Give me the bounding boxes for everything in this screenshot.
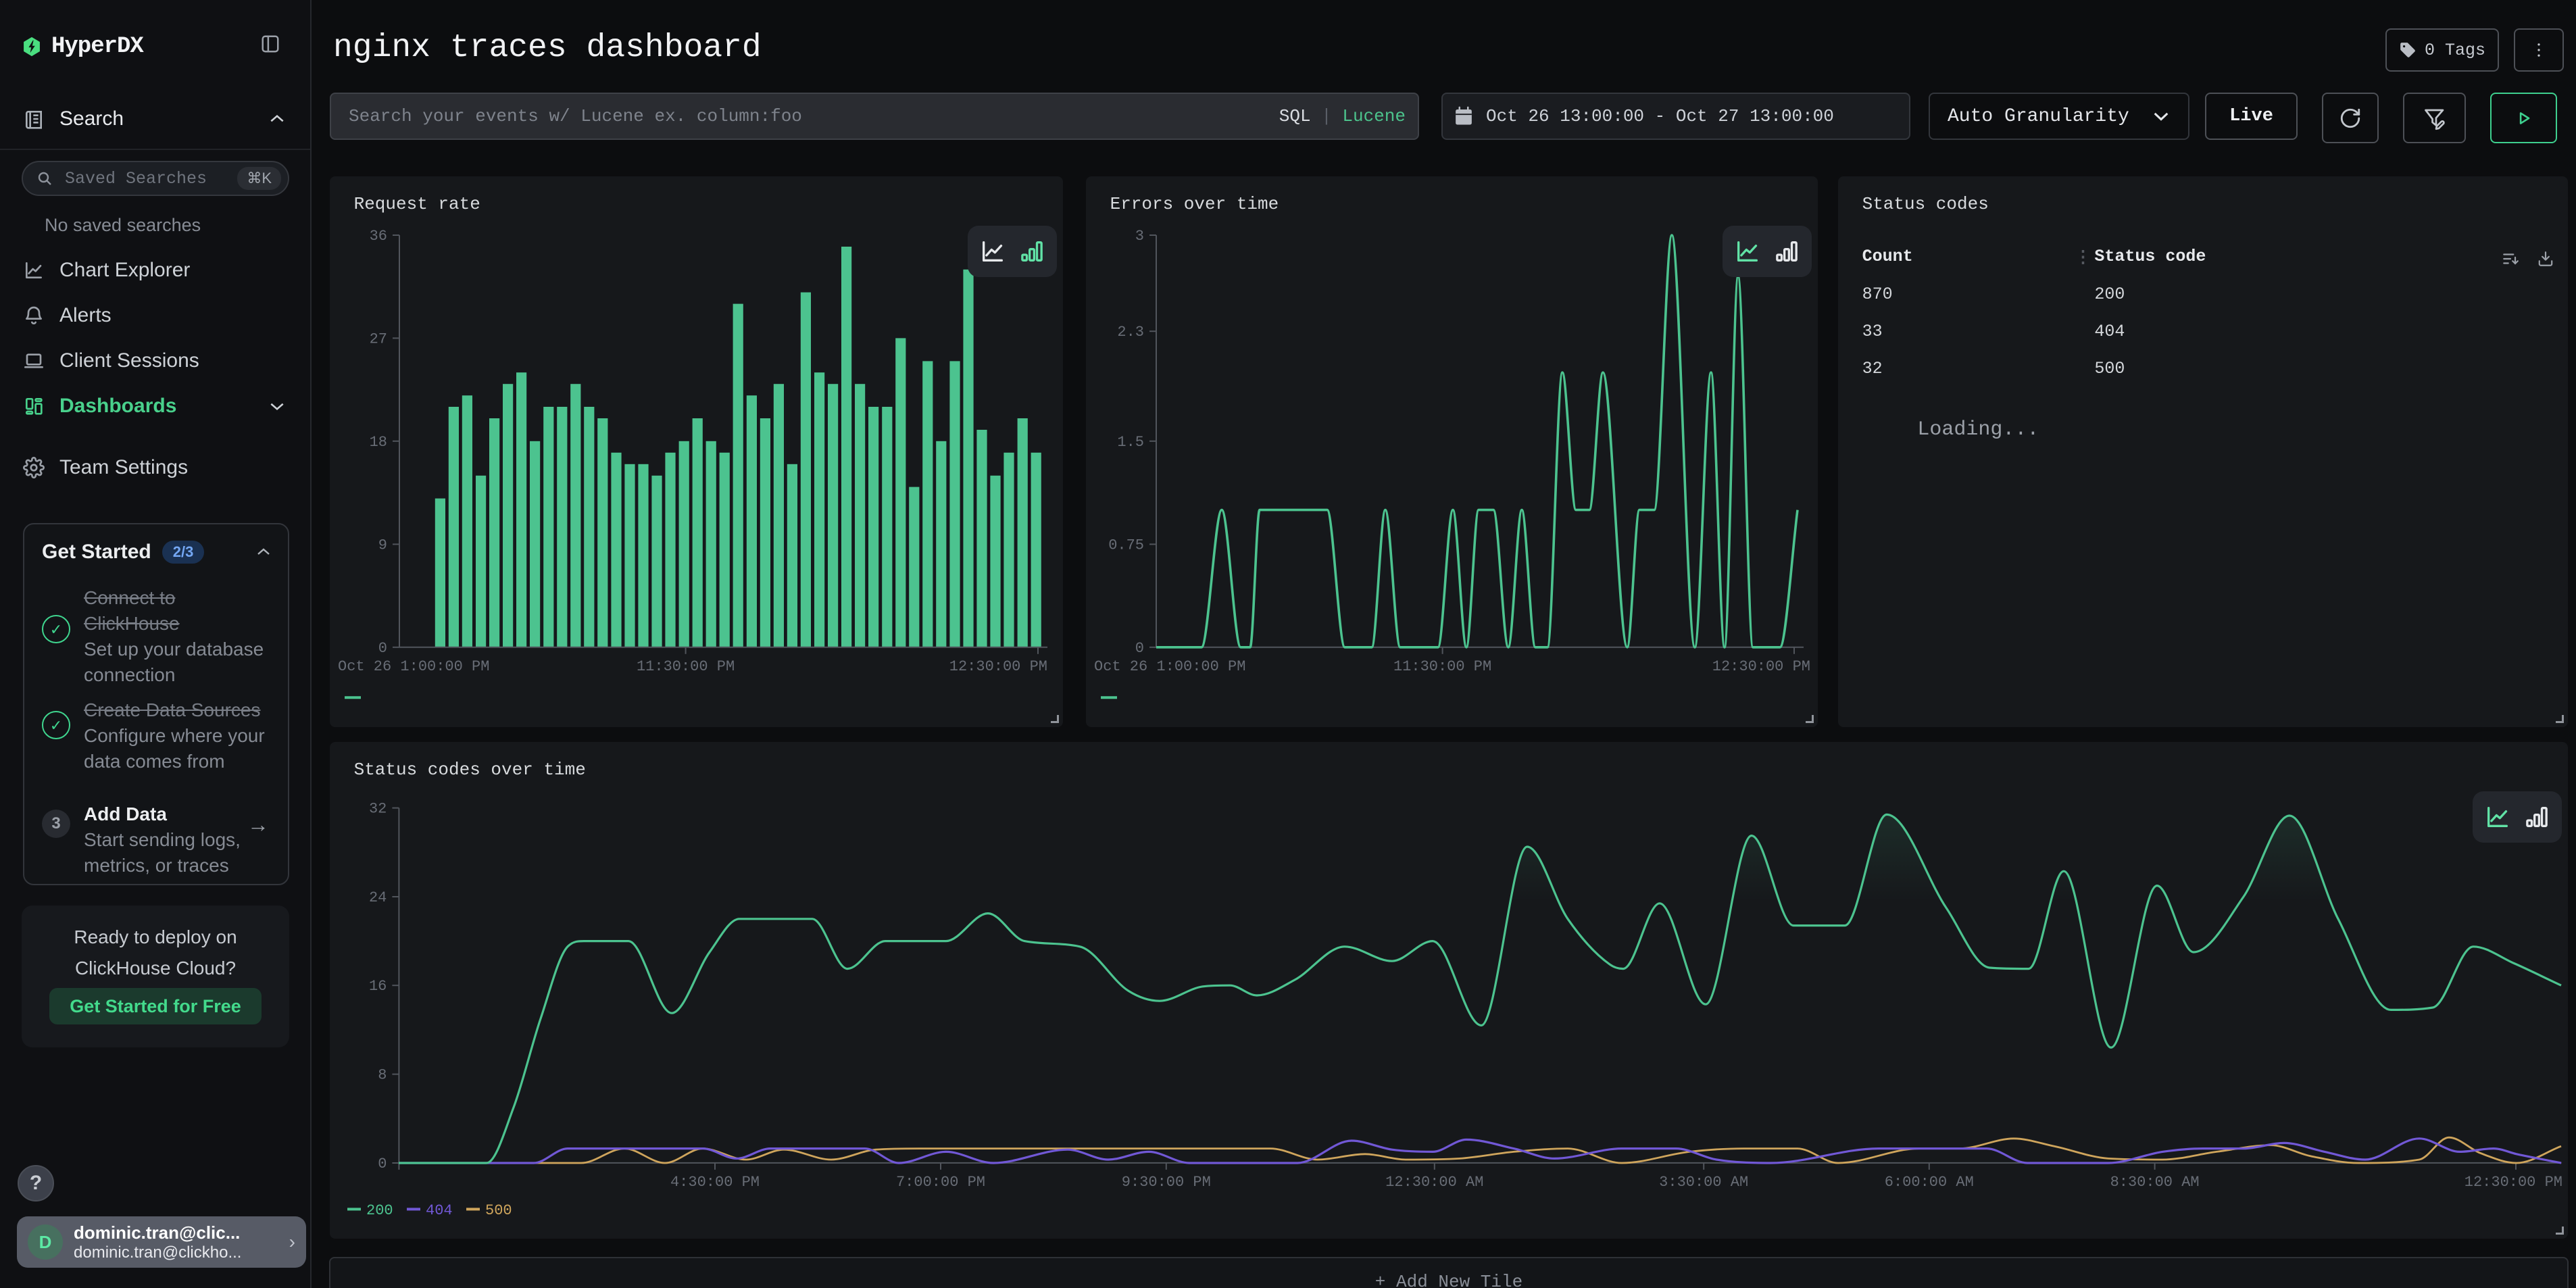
svg-text:404: 404: [426, 1202, 453, 1219]
svg-text:32: 32: [369, 801, 387, 818]
svg-text:4:30:00 PM: 4:30:00 PM: [670, 1174, 760, 1191]
svg-text:27: 27: [370, 330, 387, 347]
svg-text:9:30:00 PM: 9:30:00 PM: [1122, 1174, 1211, 1191]
svg-text:11:30:00 PM: 11:30:00 PM: [1393, 658, 1491, 675]
svg-text:36: 36: [370, 228, 387, 245]
svg-text:200: 200: [366, 1202, 393, 1219]
svg-text:24: 24: [369, 889, 387, 906]
svg-text:1.5: 1.5: [1117, 434, 1144, 451]
svg-text:16: 16: [369, 978, 387, 995]
svg-text:0: 0: [378, 1156, 387, 1172]
svg-text:6:00:00 AM: 6:00:00 AM: [1885, 1174, 1974, 1191]
svg-text:0.75: 0.75: [1108, 537, 1144, 553]
svg-text:0: 0: [1135, 640, 1144, 657]
svg-text:8:30:00 AM: 8:30:00 AM: [2110, 1174, 2200, 1191]
svg-text:12:30:00 PM: 12:30:00 PM: [2464, 1174, 2562, 1191]
svg-text:12:30:00 PM: 12:30:00 PM: [1712, 658, 1810, 675]
svg-text:Oct 26 1:00:00 PM: Oct 26 1:00:00 PM: [338, 658, 489, 675]
svg-text:0: 0: [378, 640, 387, 657]
svg-text:11:30:00 PM: 11:30:00 PM: [637, 658, 735, 675]
svg-text:8: 8: [378, 1067, 387, 1084]
svg-text:9: 9: [378, 537, 387, 553]
svg-text:12:30:00 PM: 12:30:00 PM: [949, 658, 1047, 675]
svg-text:2.3: 2.3: [1117, 324, 1144, 341]
svg-text:7:00:00 PM: 7:00:00 PM: [896, 1174, 985, 1191]
svg-text:18: 18: [370, 434, 387, 451]
svg-text:12:30:00 AM: 12:30:00 AM: [1385, 1174, 1483, 1191]
svg-text:3:30:00 AM: 3:30:00 AM: [1659, 1174, 1748, 1191]
svg-text:Oct 26 1:00:00 PM: Oct 26 1:00:00 PM: [1094, 658, 1245, 675]
svg-text:500: 500: [485, 1202, 512, 1219]
svg-text:3: 3: [1135, 228, 1144, 245]
